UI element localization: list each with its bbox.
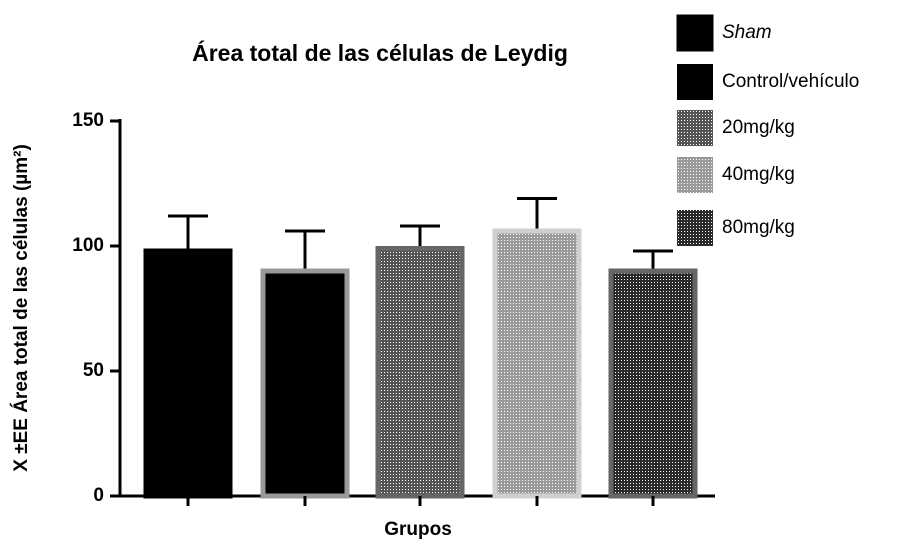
legend-label: 40mg/kg	[722, 164, 795, 185]
y-tick-label: 0	[93, 485, 104, 506]
bar	[143, 248, 233, 499]
bar	[260, 268, 350, 499]
y-tick-label: 100	[72, 235, 104, 256]
legend-label: 80mg/kg	[722, 217, 795, 238]
y-tick-label: 50	[83, 360, 104, 381]
x-axis-label: Grupos	[384, 519, 452, 540]
bar	[375, 246, 465, 499]
legend-label: Sham	[722, 22, 772, 43]
bar	[492, 228, 582, 499]
bar	[608, 268, 698, 499]
legend-label: 20mg/kg	[722, 117, 795, 138]
legend-swatch	[677, 64, 713, 100]
legend-label: Control/vehículo	[722, 71, 859, 92]
legend-swatch	[677, 110, 713, 146]
y-axis-label: X ±EE Área total de las células (µm²)	[10, 144, 32, 472]
legend-swatch	[676, 14, 714, 52]
legend-swatch	[677, 210, 713, 246]
chart-title: Área total de las células de Leydig	[192, 39, 568, 66]
legend-swatch	[677, 157, 713, 193]
y-tick-label: 150	[72, 110, 104, 131]
